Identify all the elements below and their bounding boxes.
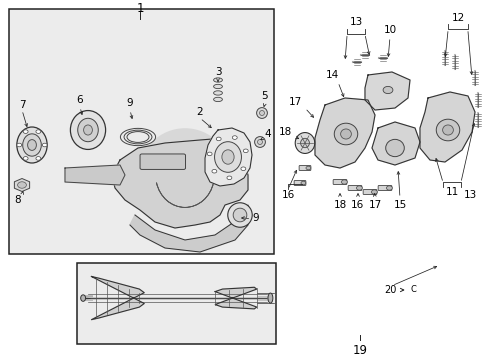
Ellipse shape	[78, 118, 98, 142]
Text: 1: 1	[136, 1, 143, 14]
Ellipse shape	[300, 138, 309, 148]
Ellipse shape	[22, 134, 41, 156]
Text: 9: 9	[126, 98, 133, 108]
FancyBboxPatch shape	[377, 185, 391, 190]
Circle shape	[341, 180, 346, 184]
Circle shape	[243, 149, 248, 153]
Circle shape	[226, 176, 231, 180]
Ellipse shape	[334, 123, 357, 145]
Circle shape	[23, 130, 28, 134]
Text: 16: 16	[350, 200, 363, 210]
Polygon shape	[112, 138, 247, 228]
Circle shape	[382, 86, 392, 94]
Circle shape	[23, 157, 28, 160]
Polygon shape	[91, 276, 144, 320]
Polygon shape	[130, 205, 247, 252]
FancyBboxPatch shape	[140, 154, 185, 170]
Circle shape	[241, 167, 245, 171]
Circle shape	[232, 136, 237, 139]
Ellipse shape	[213, 97, 222, 102]
FancyBboxPatch shape	[299, 166, 310, 171]
Circle shape	[371, 190, 377, 194]
Text: 7: 7	[19, 100, 25, 110]
Ellipse shape	[385, 139, 404, 157]
Ellipse shape	[81, 295, 85, 301]
Text: 12: 12	[450, 13, 464, 23]
Text: 5: 5	[261, 91, 268, 101]
Text: 18: 18	[333, 200, 346, 210]
Polygon shape	[419, 92, 474, 162]
Text: C: C	[410, 285, 416, 294]
Text: 4: 4	[264, 129, 271, 139]
Ellipse shape	[227, 203, 252, 227]
Ellipse shape	[17, 127, 47, 163]
Ellipse shape	[213, 84, 222, 89]
Ellipse shape	[267, 293, 272, 303]
Ellipse shape	[83, 125, 92, 135]
Circle shape	[211, 170, 216, 173]
Text: 9: 9	[251, 213, 258, 223]
Ellipse shape	[27, 140, 36, 150]
Ellipse shape	[435, 119, 459, 141]
Ellipse shape	[222, 150, 234, 164]
Ellipse shape	[257, 139, 262, 144]
Ellipse shape	[256, 108, 267, 118]
Circle shape	[207, 152, 212, 156]
Ellipse shape	[213, 91, 222, 95]
Text: 19: 19	[352, 343, 367, 356]
Text: 15: 15	[392, 200, 406, 210]
Ellipse shape	[259, 111, 264, 116]
Text: 20: 20	[383, 285, 395, 295]
Polygon shape	[364, 72, 409, 110]
FancyBboxPatch shape	[363, 189, 376, 194]
Circle shape	[386, 186, 391, 190]
Polygon shape	[65, 165, 125, 185]
Text: 10: 10	[383, 25, 396, 35]
Ellipse shape	[442, 125, 452, 135]
Text: 13: 13	[463, 190, 476, 200]
Ellipse shape	[70, 111, 105, 149]
Ellipse shape	[213, 78, 222, 82]
Ellipse shape	[254, 136, 265, 147]
Circle shape	[36, 157, 41, 160]
Polygon shape	[215, 287, 256, 309]
Circle shape	[356, 186, 362, 190]
Text: 17: 17	[367, 200, 381, 210]
Ellipse shape	[214, 142, 241, 172]
Circle shape	[36, 130, 41, 134]
Ellipse shape	[138, 128, 231, 222]
Text: 13: 13	[348, 17, 362, 27]
FancyBboxPatch shape	[332, 180, 346, 185]
Ellipse shape	[233, 208, 246, 222]
FancyBboxPatch shape	[347, 185, 361, 190]
Polygon shape	[314, 98, 374, 168]
Text: 16: 16	[281, 190, 294, 200]
Text: 18: 18	[278, 127, 291, 137]
FancyBboxPatch shape	[293, 180, 305, 185]
Ellipse shape	[295, 132, 314, 153]
Text: 8: 8	[15, 195, 21, 205]
Circle shape	[216, 137, 221, 141]
FancyBboxPatch shape	[9, 9, 273, 254]
Circle shape	[42, 143, 47, 147]
Text: 11: 11	[445, 187, 458, 197]
Text: 17: 17	[288, 97, 301, 107]
Circle shape	[300, 181, 305, 185]
Polygon shape	[371, 122, 419, 165]
FancyBboxPatch shape	[77, 263, 276, 344]
Text: 6: 6	[77, 95, 83, 105]
Text: 3: 3	[214, 67, 221, 77]
Text: 14: 14	[325, 70, 338, 80]
Circle shape	[18, 182, 26, 188]
Ellipse shape	[340, 129, 351, 139]
Circle shape	[305, 166, 310, 170]
Circle shape	[17, 143, 21, 147]
Polygon shape	[204, 128, 251, 186]
Text: 2: 2	[196, 107, 203, 117]
